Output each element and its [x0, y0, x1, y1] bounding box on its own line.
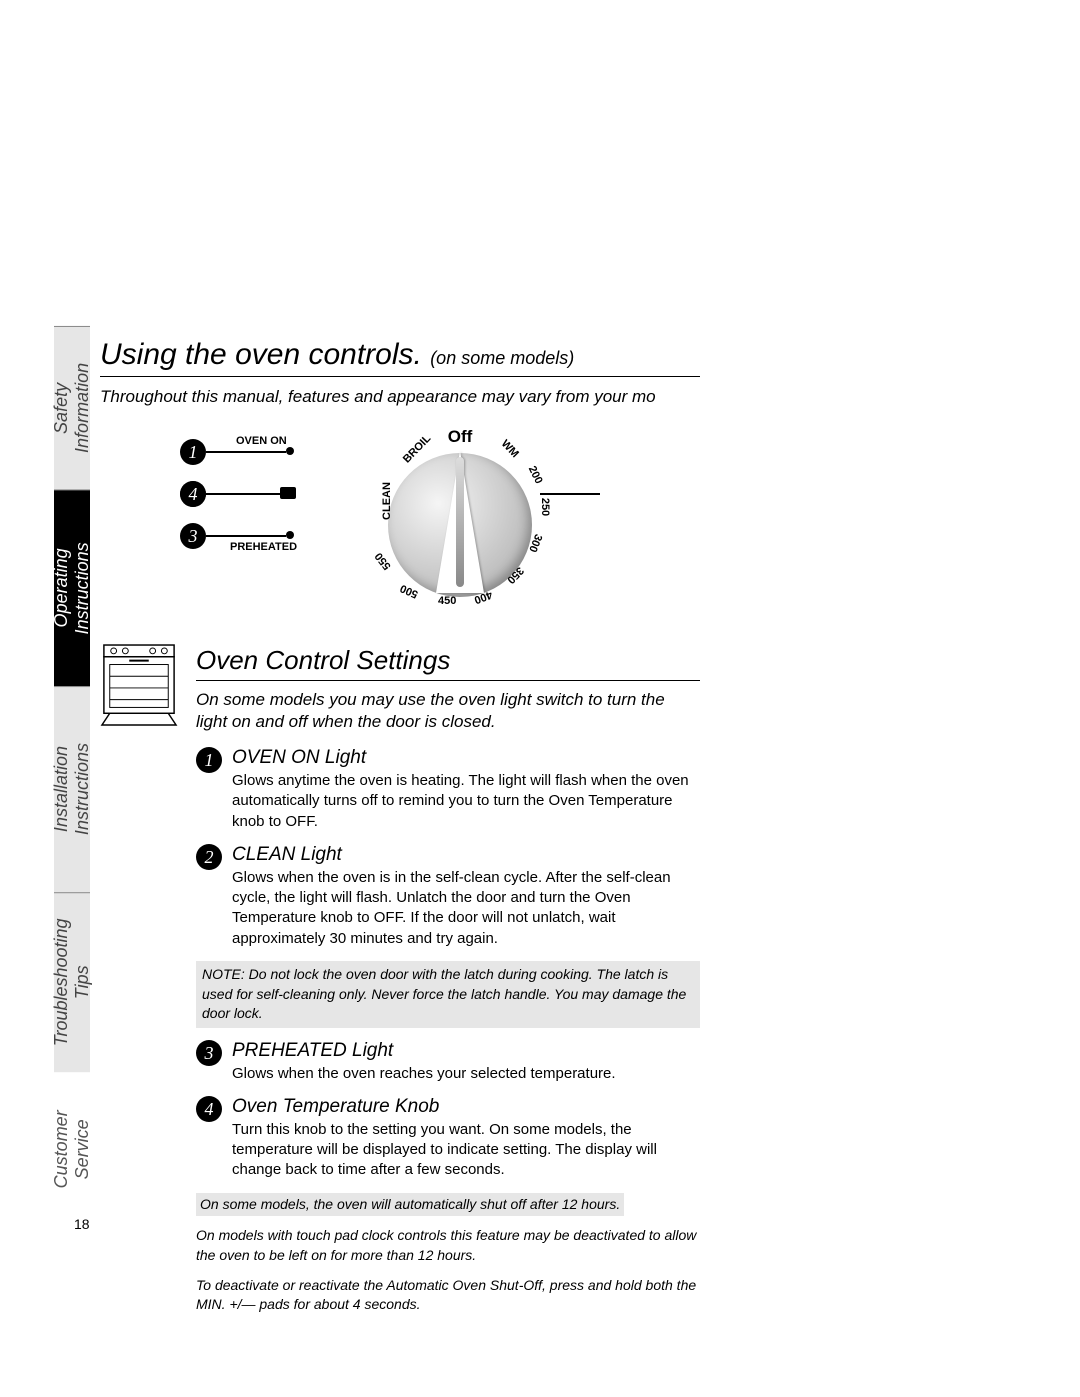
- label-oven-on: OVEN ON: [236, 435, 287, 447]
- item-title-1: OVEN ON Light: [232, 747, 700, 769]
- main-title-text: Using the oven controls.: [100, 338, 422, 371]
- dial-450: 450: [438, 595, 456, 607]
- item-badge-2: 2: [196, 844, 222, 870]
- dial-250: 250: [539, 498, 551, 516]
- footnote-2: On models with touch pad clock controls …: [196, 1226, 700, 1265]
- clean-indicator-icon: [280, 487, 296, 499]
- tab-service[interactable]: Customer Service: [54, 1073, 90, 1226]
- item-text-2: Glows when the oven is in the self-clean…: [232, 868, 700, 949]
- item-text-3: Glows when the oven reaches your selecte…: [232, 1064, 700, 1084]
- item-text-1: Glows anytime the oven is heating. The l…: [232, 771, 700, 832]
- knob-off-label: Off: [448, 427, 473, 447]
- knob-diagram: 1 2 3 4 OVEN ON PREHEATED Off BROIL CLEA…: [180, 425, 660, 615]
- oven-illustration-icon: [100, 640, 178, 730]
- dial-200: 200: [526, 464, 545, 486]
- knob-illustration: Off BROIL CLEAN WM 200 250 300 350 400 4…: [370, 435, 550, 615]
- page-number: 18: [74, 1216, 90, 1232]
- item-title-2: CLEAN Light: [232, 844, 700, 866]
- tab-installation[interactable]: Installation Instructions: [54, 686, 90, 892]
- diagram-badge-4: 4: [180, 481, 206, 507]
- tab-troubleshooting[interactable]: Troubleshooting Tips: [54, 892, 90, 1072]
- footnote-1: On some models, the oven will automatica…: [196, 1193, 624, 1217]
- side-tabs: Safety Information Operating Instruction…: [54, 326, 90, 1226]
- item-badge-3: 3: [196, 1040, 222, 1066]
- item-title-4: Oven Temperature Knob: [232, 1096, 700, 1118]
- label-preheated: PREHEATED: [230, 541, 297, 553]
- intro-text: Throughout this manual, features and app…: [100, 387, 700, 407]
- diagram-badge-3: 3: [180, 523, 206, 549]
- item-3: 3 PREHEATED Light Glows when the oven re…: [196, 1040, 700, 1084]
- dial-550: 550: [373, 550, 394, 572]
- item-text-4: Turn this knob to the setting you want. …: [232, 1120, 700, 1181]
- item-2: 2 CLEAN Light Glows when the oven is in …: [196, 844, 700, 949]
- section-title: Oven Control Settings: [196, 645, 700, 681]
- note-block: NOTE: Do not lock the oven door with the…: [196, 961, 700, 1028]
- footnote-3: To deactivate or reactivate the Automati…: [196, 1276, 700, 1315]
- item-title-3: PREHEATED Light: [232, 1040, 700, 1062]
- main-title-sub: (on some models): [430, 348, 574, 368]
- item-badge-1: 1: [196, 747, 222, 773]
- dial-500: 500: [398, 582, 420, 600]
- item-1: 1 OVEN ON Light Glows anytime the oven i…: [196, 747, 700, 832]
- item-4: 4 Oven Temperature Knob Turn this knob t…: [196, 1096, 700, 1181]
- main-title: Using the oven controls. (on some models…: [100, 338, 700, 377]
- tab-operating[interactable]: Operating Instructions: [54, 489, 90, 686]
- tab-safety[interactable]: Safety Information: [54, 326, 90, 489]
- item-badge-4: 4: [196, 1096, 222, 1122]
- content-area: Using the oven controls. (on some models…: [100, 338, 700, 1325]
- dial-clean: CLEAN: [381, 482, 393, 520]
- diagram-badge-1: 1: [180, 439, 206, 465]
- section-intro: On some models you may use the oven ligh…: [196, 689, 700, 733]
- dial-wm: WM: [499, 438, 521, 460]
